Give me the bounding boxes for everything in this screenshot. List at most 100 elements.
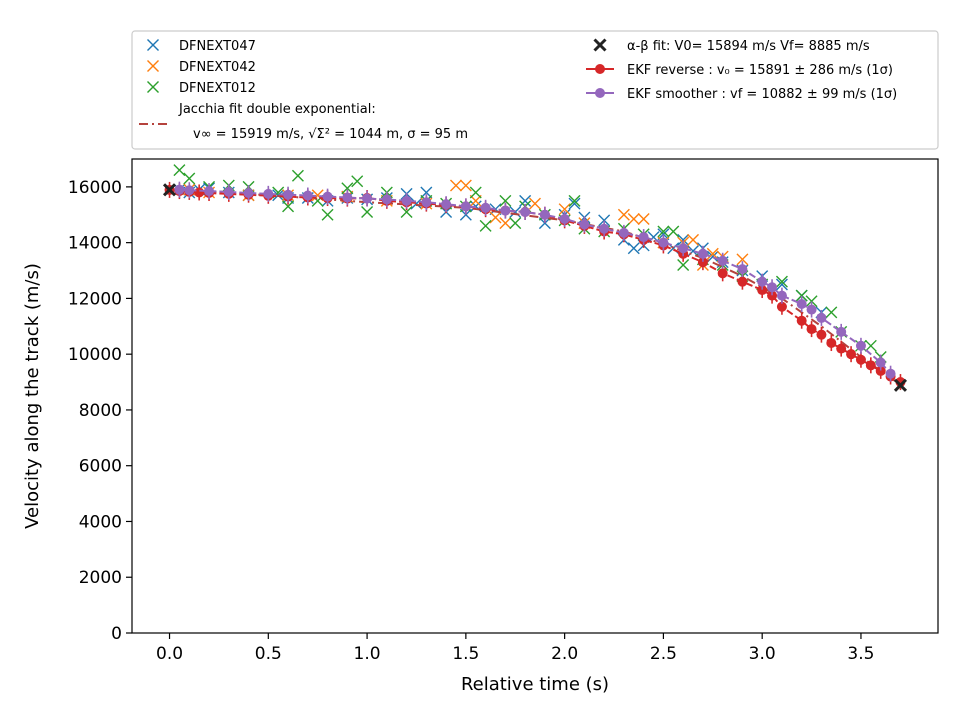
data-point xyxy=(421,197,432,208)
data-point xyxy=(836,326,847,337)
data-point xyxy=(757,285,768,296)
data-point xyxy=(282,200,295,213)
data-point xyxy=(223,186,234,197)
data-point xyxy=(400,205,413,218)
legend-label: DFNEXT012 xyxy=(179,81,256,96)
data-point xyxy=(568,194,581,207)
data-point xyxy=(509,217,522,230)
data-point-stroke xyxy=(509,217,522,230)
x-tick-label: 3.0 xyxy=(749,644,776,664)
legend-marker xyxy=(147,60,159,72)
data-point xyxy=(825,306,838,319)
data-point-stroke xyxy=(825,306,838,319)
data-point-stroke xyxy=(657,228,670,241)
y-tick-label: 14000 xyxy=(68,234,122,254)
plot-area xyxy=(131,158,939,634)
y-tick-label: 10000 xyxy=(68,345,122,365)
data-point xyxy=(737,276,748,287)
data-point xyxy=(658,237,669,248)
data-point xyxy=(775,278,788,291)
data-point xyxy=(499,194,512,207)
data-point xyxy=(449,179,462,192)
data-point-stroke xyxy=(864,339,877,352)
data-point xyxy=(795,289,808,302)
data-point xyxy=(302,190,313,201)
data-point-stroke xyxy=(489,211,502,224)
y-axis: 0 2000 4000 6000 8000 10000 12000 14000 16000 xyxy=(68,178,132,644)
data-point xyxy=(687,233,700,246)
data-point-stroke xyxy=(420,186,433,199)
data-point xyxy=(875,365,886,376)
x-tick-label: 2.5 xyxy=(650,644,677,664)
y-axis-title: Velocity along the track (m/s) xyxy=(22,263,43,529)
data-point-stroke xyxy=(558,203,571,216)
legend-entry: EKF smoother : vf = 10882 ± 99 m/s (1σ) xyxy=(586,87,897,102)
data-point xyxy=(717,268,728,279)
data-point-stroke xyxy=(361,205,374,218)
data-point xyxy=(351,175,364,188)
legend-entry: DFNEXT042 xyxy=(147,60,256,75)
data-point-stroke xyxy=(706,247,719,260)
data-point xyxy=(687,245,700,258)
data-point xyxy=(263,188,274,199)
data-point xyxy=(599,223,610,234)
data-point xyxy=(204,186,215,197)
legend-jacchia-params: v∞ = 15919 m/s, √Σ² = 1044 m, σ = 95 m xyxy=(193,127,468,142)
data-point-stroke xyxy=(627,212,640,225)
data-point xyxy=(875,357,886,368)
data-point-stroke xyxy=(291,169,304,182)
data-point-stroke xyxy=(499,217,512,230)
data-point xyxy=(194,187,205,198)
data-point xyxy=(836,343,847,354)
data-point xyxy=(459,208,472,221)
data-point xyxy=(558,203,571,216)
data-point-stroke xyxy=(351,175,364,188)
legend-label: Jacchia fit double exponential: xyxy=(178,102,376,117)
data-point-stroke xyxy=(519,194,532,207)
data-point xyxy=(184,185,195,196)
legend-marker-stroke xyxy=(593,38,607,52)
data-point-stroke xyxy=(677,258,690,271)
data-point xyxy=(796,315,807,326)
data-point xyxy=(460,201,471,212)
x-tick-label: 2.0 xyxy=(551,644,578,664)
data-point-stroke xyxy=(568,197,581,210)
data-point xyxy=(598,214,611,227)
data-point-stroke xyxy=(538,217,551,230)
legend-marker xyxy=(147,81,159,93)
data-point xyxy=(362,193,373,204)
y-tick-label: 16000 xyxy=(68,178,122,198)
data-point xyxy=(568,197,581,210)
data-point xyxy=(520,206,531,217)
data-point xyxy=(855,340,866,351)
data-point-stroke xyxy=(657,225,670,238)
data-point xyxy=(757,276,768,287)
data-point xyxy=(865,360,876,371)
data-point xyxy=(767,290,778,301)
data-point-stroke xyxy=(736,253,749,266)
data-point xyxy=(885,368,896,379)
series-layer xyxy=(162,164,908,392)
data-point xyxy=(173,164,186,177)
data-point-stroke xyxy=(687,245,700,258)
data-point xyxy=(893,378,908,392)
data-point xyxy=(717,255,728,266)
data-point xyxy=(776,290,787,301)
data-point xyxy=(627,242,640,255)
y-tick-label: 6000 xyxy=(79,457,122,477)
data-point xyxy=(538,217,551,230)
data-point xyxy=(441,199,452,210)
legend-label: DFNEXT047 xyxy=(179,39,256,54)
data-point-stroke xyxy=(162,183,177,197)
data-point xyxy=(539,209,550,220)
data-point-stroke xyxy=(400,205,413,218)
legend-marker xyxy=(595,88,605,98)
legend-frame xyxy=(131,30,939,150)
data-point xyxy=(322,191,333,202)
data-point xyxy=(480,202,491,213)
data-point-stroke xyxy=(627,242,640,255)
data-point-stroke xyxy=(775,275,788,288)
data-point xyxy=(864,339,877,352)
